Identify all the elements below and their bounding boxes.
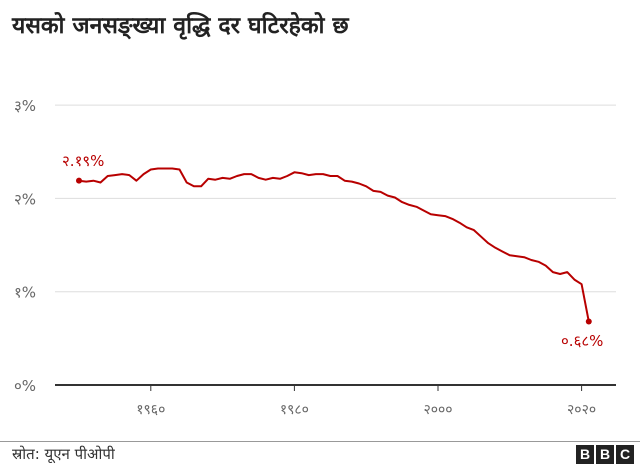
- source-text: स्रोत: यूएन पीओपी: [12, 445, 115, 463]
- end-value-annotation: ०.६८%: [561, 332, 603, 350]
- x-tick-label: २०००: [423, 402, 452, 418]
- x-axis: १९६० १९८० २००० २०२०: [55, 384, 616, 418]
- x-tick-label: २०२०: [567, 402, 596, 418]
- bbc-logo-letter: B: [596, 445, 614, 464]
- end-point-marker: [585, 318, 592, 325]
- y-axis-labels: ३% २% १% ०%: [14, 97, 36, 395]
- x-tick-label: १९८०: [280, 402, 309, 418]
- y-tick-label: ०%: [14, 377, 36, 395]
- bbc-logo: B B C: [576, 445, 634, 464]
- chart-title: यसको जनसङ्ख्या वृद्धि दर घटिरहेको छ: [12, 13, 349, 39]
- start-point-marker: [76, 177, 82, 184]
- y-tick-label: १%: [14, 284, 36, 302]
- bbc-logo-letter: B: [576, 445, 594, 464]
- start-value-annotation: २.१९%: [62, 152, 104, 170]
- bbc-logo-letter: C: [616, 445, 634, 464]
- line-chart: ३% २% १% ०% १९६० १९८० २००० २०२० २.१९% ०.६८%: [14, 97, 616, 418]
- x-tick-label: १९६०: [136, 402, 165, 418]
- y-tick-label: २%: [14, 190, 36, 208]
- growth-rate-line: [78, 167, 590, 322]
- y-tick-label: ३%: [14, 97, 36, 115]
- gridlines: [55, 104, 616, 293]
- footer-divider: [0, 441, 640, 442]
